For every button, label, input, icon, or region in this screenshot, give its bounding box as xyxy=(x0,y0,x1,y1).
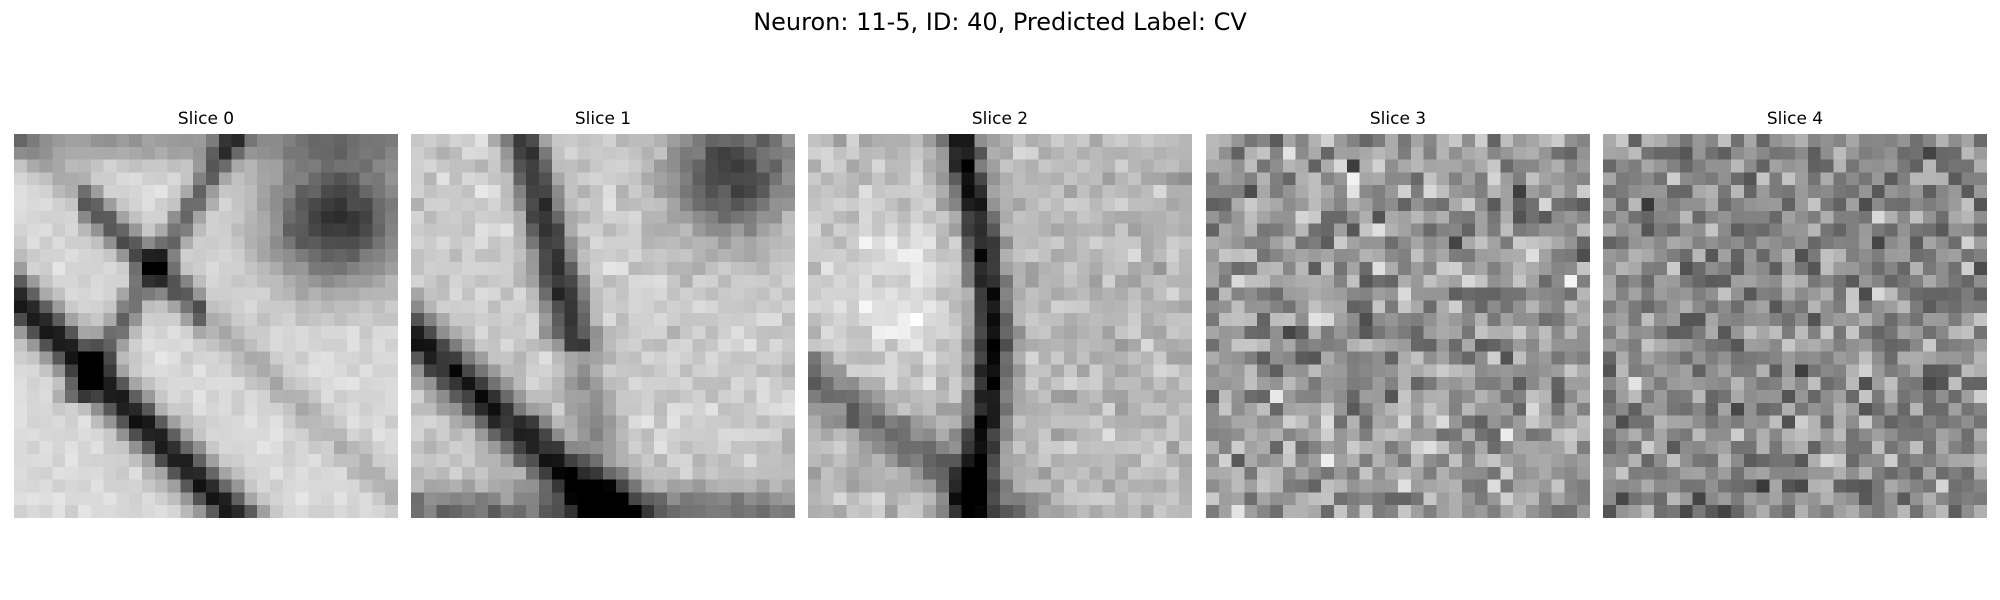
slice-title-4: Slice 4 xyxy=(1766,109,1824,129)
slice-title-1: Slice 1 xyxy=(574,109,632,129)
slice-panel-0: Slice 0 xyxy=(14,107,398,518)
slice-panel-1: Slice 1 xyxy=(411,107,795,518)
slice-image-4 xyxy=(1603,134,1987,518)
slice-title-3: Slice 3 xyxy=(1369,109,1427,129)
slice-image-0 xyxy=(14,134,398,518)
slice-title-0: Slice 0 xyxy=(177,109,235,129)
slice-panel-4: Slice 4 xyxy=(1603,107,1987,518)
slice-image-1 xyxy=(411,134,795,518)
slice-image-3 xyxy=(1206,134,1590,518)
slice-panel-3: Slice 3 xyxy=(1206,107,1590,518)
slice-panel-2: Slice 2 xyxy=(808,107,1192,518)
slice-image-2 xyxy=(808,134,1192,518)
figure-title: Neuron: 11-5, ID: 40, Predicted Label: C… xyxy=(753,8,1247,36)
slice-title-2: Slice 2 xyxy=(971,109,1029,129)
